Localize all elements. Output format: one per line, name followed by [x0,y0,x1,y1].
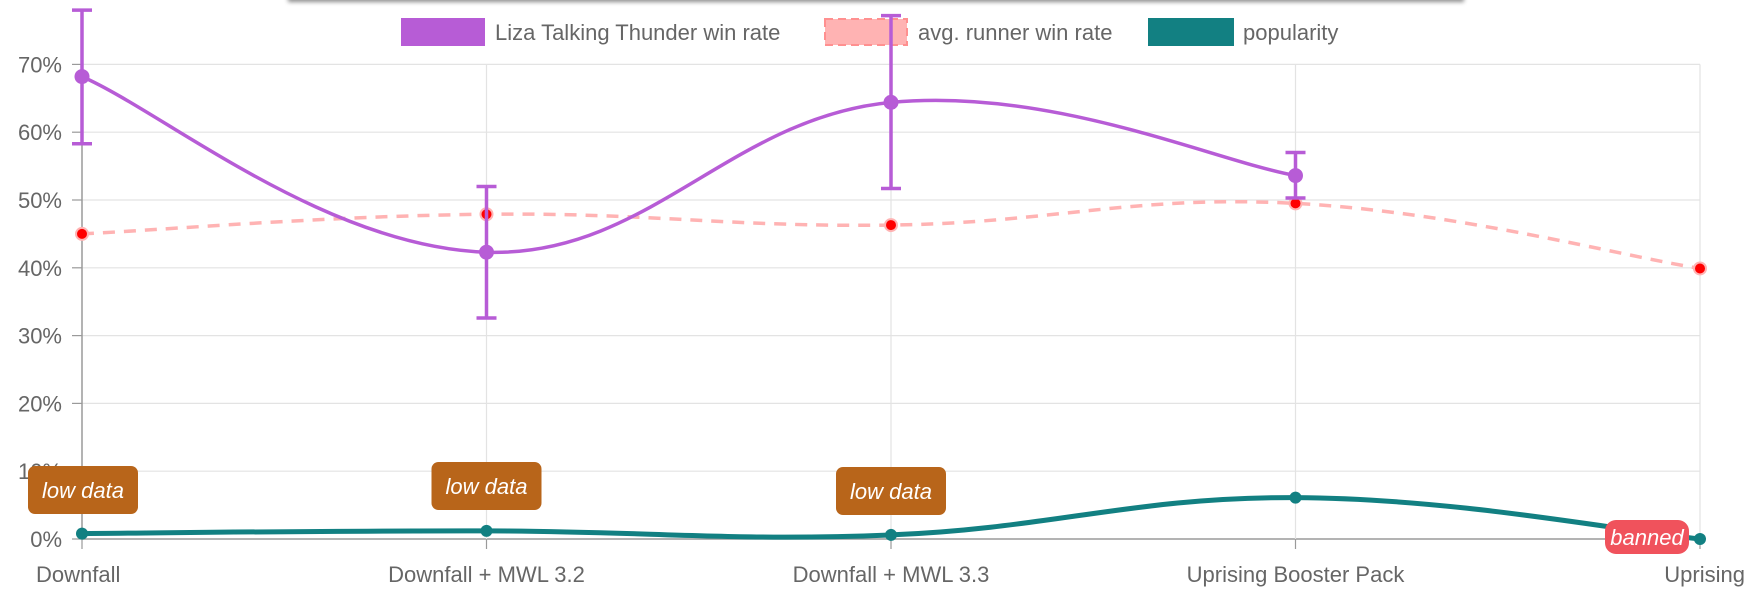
legend-label-avg-runner: avg. runner win rate [918,20,1112,45]
legend-swatch-liza [401,18,485,46]
data-point [885,529,897,541]
legend-swatch-avg-runner [825,19,907,45]
annotations: low data low data low data banned [28,462,1689,554]
legend-item-avg-runner[interactable]: avg. runner win rate [825,19,1112,45]
legend-label-liza: Liza Talking Thunder win rate [495,20,780,45]
data-point [1288,168,1303,183]
y-tick-label: 50% [18,188,62,213]
x-tick-label: Downfall + MWL 3.2 [388,562,585,587]
series-line-0 [82,77,1296,253]
y-tick-label: 70% [18,52,62,77]
legend: Liza Talking Thunder win rate avg. runne… [401,18,1338,46]
data-point [1694,262,1706,274]
annotation-label: low data [446,474,528,499]
annotation-label: low data [850,479,932,504]
legend-label-popularity: popularity [1243,20,1338,45]
y-tick-label: 30% [18,324,62,349]
x-tick-label: Downfall [36,562,120,587]
x-tick-label: Uprising [1664,562,1745,587]
y-tick-label: 20% [18,391,62,416]
data-point [76,528,88,540]
data-point [76,228,88,240]
data-point [1290,492,1302,504]
x-tick-label: Downfall + MWL 3.3 [793,562,990,587]
data-point [479,245,494,260]
y-tick-label: 60% [18,120,62,145]
data-point [75,69,90,84]
annotation-label: banned [1610,525,1684,550]
y-tick-label: 0% [30,527,62,552]
annotation-label: low data [42,478,124,503]
series [72,10,1706,545]
legend-swatch-popularity [1148,18,1234,46]
legend-item-popularity[interactable]: popularity [1148,18,1338,46]
legend-item-liza[interactable]: Liza Talking Thunder win rate [401,18,780,46]
data-point [1694,533,1706,545]
x-tick-label: Uprising Booster Pack [1187,562,1406,587]
data-point [481,525,493,537]
data-point [885,219,897,231]
data-point [884,95,899,110]
y-tick-label: 40% [18,256,62,281]
